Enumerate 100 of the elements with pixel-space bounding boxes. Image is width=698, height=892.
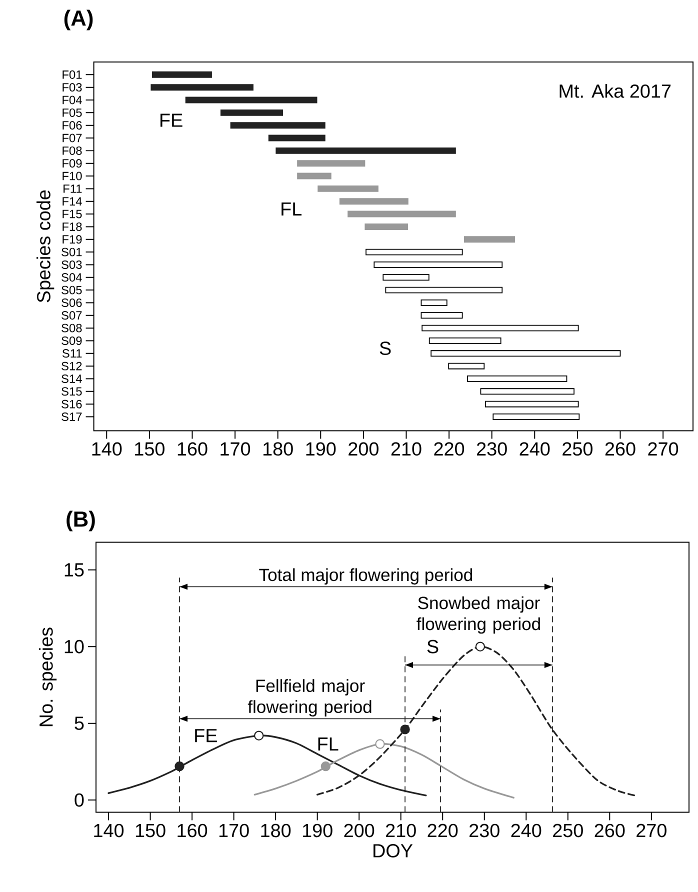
bar xyxy=(268,134,326,142)
bar xyxy=(374,261,503,268)
y-tick-label: S15 xyxy=(62,387,82,396)
series-label: FE xyxy=(195,729,217,742)
bar xyxy=(385,286,503,294)
bar xyxy=(428,338,502,344)
bar xyxy=(422,324,579,332)
y-tick-label: S01 xyxy=(62,248,82,256)
x-axis-title: DOY xyxy=(374,844,413,858)
x-tick-label: 180 xyxy=(263,442,293,456)
bar xyxy=(297,160,366,167)
x-tick-label: 240 xyxy=(520,442,550,456)
bar xyxy=(230,122,326,129)
bar xyxy=(382,274,430,281)
y-tick-label: S05 xyxy=(62,286,82,294)
x-tick-label: 190 xyxy=(306,442,336,456)
y-axis-title: No. species xyxy=(38,628,57,726)
y-tick-label: F09 xyxy=(62,159,82,168)
series-label: FL xyxy=(282,202,302,216)
x-tick-label: 170 xyxy=(219,824,249,838)
y-tick-label: F03 xyxy=(62,83,82,92)
x-tick-label: 150 xyxy=(136,824,166,838)
x-tick-label: 260 xyxy=(594,824,625,838)
y-tick-label: 10 xyxy=(64,640,84,654)
x-tick-label: 150 xyxy=(135,442,164,456)
y-tick-label: F15 xyxy=(62,210,82,218)
chart-title: (B) xyxy=(66,510,95,532)
x-tick-label: 250 xyxy=(553,824,583,838)
y-tick-label: F11 xyxy=(64,184,82,193)
bar xyxy=(366,248,463,256)
bar xyxy=(420,312,463,319)
y-tick-label: F18 xyxy=(62,222,82,231)
y-tick-label: S09 xyxy=(62,336,82,345)
bar xyxy=(339,198,408,205)
bar xyxy=(348,210,456,218)
x-tick-label: 210 xyxy=(386,824,416,838)
y-tick-label: S16 xyxy=(62,400,82,408)
y-tick-label: F10 xyxy=(62,172,82,180)
y-tick-label: S08 xyxy=(62,324,82,332)
y-axis-title: Species code xyxy=(36,190,54,302)
y-tick-label: S06 xyxy=(62,298,82,307)
bar xyxy=(185,96,318,104)
x-tick-label: 230 xyxy=(477,442,507,456)
bar xyxy=(276,147,456,154)
annotation: Fellfield major flowering period xyxy=(248,679,372,717)
point xyxy=(174,761,184,772)
bar xyxy=(464,236,515,243)
bar xyxy=(480,388,574,395)
series-label: S xyxy=(427,640,438,654)
bar xyxy=(220,109,283,116)
y-tick-label: S14 xyxy=(62,374,82,383)
x-tick-label: 210 xyxy=(391,442,422,456)
y-tick-label: S11 xyxy=(62,349,82,358)
y-tick-label: F07 xyxy=(62,134,82,142)
bar xyxy=(430,350,621,357)
series-label: FE xyxy=(160,114,182,127)
y-tick-label: 0 xyxy=(74,793,84,807)
annotation: Snowbed major flowering period xyxy=(416,596,540,634)
y-tick-label: 15 xyxy=(64,563,84,577)
x-tick-label: 160 xyxy=(178,442,208,456)
bar xyxy=(152,71,212,78)
annotation: Total major flowering period xyxy=(259,568,472,585)
x-tick-label: 180 xyxy=(261,824,291,838)
bar xyxy=(318,185,378,192)
y-tick-label: S04 xyxy=(62,273,82,282)
y-tick-label: F06 xyxy=(62,121,82,130)
x-tick-label: 140 xyxy=(94,824,124,838)
point xyxy=(320,761,331,772)
bar xyxy=(420,299,448,306)
x-tick-label: 220 xyxy=(428,824,458,838)
x-tick-label: 270 xyxy=(636,824,666,838)
y-tick-label: S17 xyxy=(62,412,82,421)
y-tick-label: S03 xyxy=(62,260,82,269)
x-tick-label: 140 xyxy=(92,442,122,456)
y-tick-label: F04 xyxy=(62,96,82,104)
bar xyxy=(467,376,568,382)
x-tick-label: 220 xyxy=(434,442,464,456)
point xyxy=(254,730,264,740)
y-tick-label: F01 xyxy=(62,70,82,79)
bar xyxy=(297,172,332,180)
point xyxy=(375,739,385,749)
y-tick-label: F14 xyxy=(62,197,82,206)
x-tick-label: 240 xyxy=(511,824,542,838)
bar xyxy=(484,400,579,408)
x-tick-label: 270 xyxy=(648,442,678,456)
series-label: S xyxy=(380,342,391,356)
x-tick-label: 200 xyxy=(348,442,378,456)
y-tick-label: S07 xyxy=(62,311,82,320)
bar xyxy=(448,362,485,370)
chart-title: (A) xyxy=(64,10,93,30)
y-tick-label: S12 xyxy=(62,362,82,370)
y-tick-label: F05 xyxy=(62,108,82,117)
x-tick-label: 230 xyxy=(470,824,500,838)
y-tick-label: F19 xyxy=(62,235,82,244)
x-tick-label: 200 xyxy=(344,824,374,838)
series-label: FL xyxy=(318,738,338,751)
bar xyxy=(150,84,254,91)
x-tick-label: 190 xyxy=(302,824,332,838)
y-tick-label: 5 xyxy=(74,716,84,730)
y-tick-label: F08 xyxy=(62,146,82,155)
